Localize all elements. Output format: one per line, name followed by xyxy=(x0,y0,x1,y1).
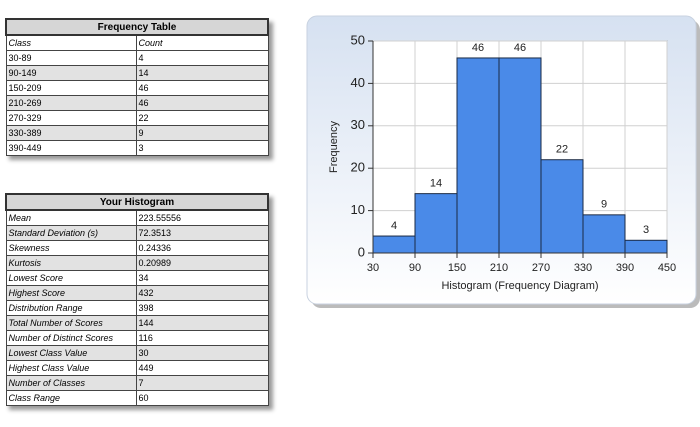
x-tick-label: 150 xyxy=(448,262,466,274)
table-cell: 9 xyxy=(135,125,269,141)
table-title: Your Histogram xyxy=(5,193,269,211)
bar xyxy=(582,214,626,254)
table-row: Skewness 0.24336 xyxy=(5,240,269,256)
table-row: Number of Classes 7 xyxy=(5,375,269,391)
table-cell: 46 xyxy=(135,95,269,111)
table-cell: 330-389 xyxy=(5,125,137,141)
data-label: 46 xyxy=(472,42,484,54)
bar xyxy=(624,239,668,254)
table-cell: Lowest Class Value xyxy=(5,345,137,361)
y-tick-label: 20 xyxy=(351,160,365,175)
table-row: Kurtosis 0.20989 xyxy=(5,255,269,271)
table-row: 30-89 4 xyxy=(5,50,269,66)
table-cell: Standard Deviation (s) xyxy=(5,225,137,241)
x-tick-label: 270 xyxy=(532,262,550,274)
table-cell: 60 xyxy=(135,390,269,406)
table-cell: 210-269 xyxy=(5,95,137,111)
table-row: Standard Deviation (s) 72.3513 xyxy=(5,225,269,241)
bar xyxy=(414,193,458,254)
y-axis-label: Frequency xyxy=(328,121,340,173)
table-cell: Highest Score xyxy=(5,285,137,301)
table-cell: 7 xyxy=(135,375,269,391)
y-tick-label: 10 xyxy=(351,202,365,217)
header-row: Class Count xyxy=(5,34,269,51)
x-tick-label: 30 xyxy=(367,262,379,274)
y-tick-label: 0 xyxy=(358,244,365,259)
bar xyxy=(372,235,416,254)
table-cell: 0.20989 xyxy=(135,255,269,271)
table-cell: Number of Classes xyxy=(5,375,137,391)
table-cell: Kurtosis xyxy=(5,255,137,271)
table-row: 330-389 9 xyxy=(5,125,269,141)
table-row: 210-269 46 xyxy=(5,95,269,111)
data-label: 14 xyxy=(430,178,442,190)
summary-table: Your Histogram Mean 223.55556 Standard Dev… xyxy=(5,193,269,406)
bar xyxy=(498,57,542,254)
table-row: 150-209 46 xyxy=(5,80,269,96)
table-cell: 90-149 xyxy=(5,65,137,81)
x-tick-label: 390 xyxy=(616,262,634,274)
data-label: 3 xyxy=(643,224,649,236)
table-cell: 30 xyxy=(135,345,269,361)
table-row: 390-449 3 xyxy=(5,140,269,156)
table-cell: 3 xyxy=(135,140,269,156)
y-tick-label: 50 xyxy=(351,32,365,47)
table-row: Lowest Class Value 30 xyxy=(5,345,269,361)
data-label: 46 xyxy=(514,42,526,54)
y-tick-label: 30 xyxy=(351,117,365,132)
data-label: 4 xyxy=(391,220,397,232)
y-tick-label: 40 xyxy=(351,75,365,90)
x-tick-label: 90 xyxy=(409,262,421,274)
x-tick-label: 330 xyxy=(574,262,592,274)
table-row: Number of Distinct Scores 116 xyxy=(5,330,269,346)
table-row: Class Range 60 xyxy=(5,390,269,406)
table-row: Highest Class Value 449 xyxy=(5,360,269,376)
x-axis-label: Histogram (Frequency Diagram) xyxy=(441,280,598,292)
data-label: 9 xyxy=(601,199,607,211)
table-title: Frequency Table xyxy=(4,18,270,36)
x-tick-label: 210 xyxy=(490,262,508,274)
bar xyxy=(540,159,584,254)
x-tick-label: 450 xyxy=(658,262,676,274)
data-label: 22 xyxy=(556,144,568,156)
bar xyxy=(456,57,500,254)
frequency-table: Frequency Table Class Count 30-89 4 90-149 14… xyxy=(4,18,270,156)
table-row: Distribution Range 398 xyxy=(5,300,269,316)
